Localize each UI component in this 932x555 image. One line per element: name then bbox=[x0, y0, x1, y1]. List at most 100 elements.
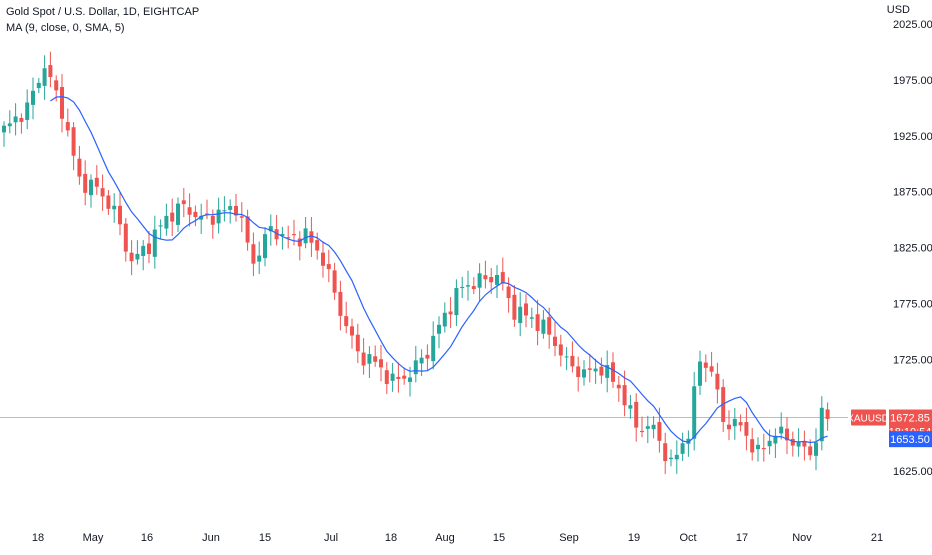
candle-body bbox=[715, 373, 720, 390]
candle-body bbox=[71, 127, 76, 156]
candle-body bbox=[622, 385, 627, 406]
candle-body bbox=[25, 102, 30, 120]
candle-body bbox=[19, 117, 24, 122]
candle-body bbox=[367, 354, 372, 364]
candle-body bbox=[158, 225, 163, 227]
candle-body bbox=[448, 311, 453, 315]
candle-body bbox=[251, 244, 256, 264]
x-tick-label: 16 bbox=[141, 532, 153, 544]
candle-body bbox=[495, 274, 499, 285]
candle-body bbox=[373, 356, 378, 362]
candle-body bbox=[663, 443, 668, 462]
candle-body bbox=[657, 422, 662, 441]
candle-body bbox=[767, 440, 772, 447]
candle-body bbox=[164, 215, 169, 229]
candle-body bbox=[280, 233, 285, 237]
candle-body bbox=[100, 188, 105, 197]
candle-body bbox=[193, 211, 198, 217]
candle-body bbox=[558, 344, 563, 356]
x-tick-label: 15 bbox=[259, 532, 271, 544]
candle-body bbox=[524, 303, 528, 316]
ma-indicator-label[interactable]: MA (9, close, 0, SMA, 5) bbox=[6, 22, 125, 34]
candle-body bbox=[309, 231, 314, 243]
candle-body bbox=[512, 294, 517, 320]
candle-body bbox=[379, 359, 383, 368]
candle-body bbox=[570, 355, 575, 367]
candle-body bbox=[135, 253, 140, 260]
candle-body bbox=[819, 407, 824, 442]
candle-body bbox=[147, 243, 151, 255]
candle-body bbox=[611, 362, 615, 382]
symbol-badge-label: XAUUSD bbox=[847, 414, 889, 425]
y-tick-label: 1725.00 bbox=[893, 354, 932, 366]
candle-body bbox=[674, 454, 679, 460]
candle-body bbox=[535, 314, 540, 331]
candle-body bbox=[77, 158, 82, 177]
candle-body bbox=[454, 288, 459, 316]
candle-body bbox=[460, 286, 465, 288]
candle-body bbox=[396, 376, 401, 380]
candle-body bbox=[645, 426, 650, 429]
candle-body bbox=[7, 123, 12, 127]
candle-body bbox=[425, 354, 430, 359]
candle-body bbox=[541, 319, 546, 334]
candle-body bbox=[640, 430, 644, 433]
y-tick-label: 2025.00 bbox=[893, 19, 932, 31]
candle-body bbox=[274, 229, 279, 240]
candle-body bbox=[808, 446, 813, 456]
x-tick-label: Jun bbox=[202, 532, 220, 544]
currency-label: USD bbox=[886, 4, 910, 16]
candle-body bbox=[239, 216, 244, 218]
candle-body bbox=[442, 312, 447, 327]
candle-body bbox=[141, 245, 146, 256]
candle-body bbox=[553, 336, 557, 347]
candle-body bbox=[466, 285, 470, 287]
chart-title: Gold Spot / U.S. Dollar, 1D, EIGHTCAP bbox=[6, 6, 200, 18]
candle-body bbox=[245, 216, 250, 243]
candle-body bbox=[402, 375, 407, 379]
candle-body bbox=[779, 426, 784, 434]
candle-body bbox=[65, 122, 70, 131]
candle-body bbox=[205, 213, 209, 215]
candle-body bbox=[634, 401, 639, 428]
candle-body bbox=[181, 200, 186, 205]
candle-body bbox=[727, 424, 731, 430]
candle-body bbox=[500, 272, 505, 284]
x-tick-label: 18 bbox=[385, 532, 397, 544]
candle-body bbox=[669, 457, 673, 460]
x-tick-label: May bbox=[83, 532, 104, 544]
y-tick-label: 1775.00 bbox=[893, 298, 932, 310]
x-tick-label: Sep bbox=[559, 532, 579, 544]
candle-body bbox=[36, 82, 41, 89]
ma-line bbox=[50, 95, 828, 444]
candle-body bbox=[292, 234, 296, 236]
candle-body bbox=[431, 335, 436, 362]
x-tick-label: Aug bbox=[435, 532, 455, 544]
candle-body bbox=[344, 316, 349, 327]
candle-body bbox=[616, 384, 621, 389]
candle-body bbox=[825, 409, 830, 419]
candle-body bbox=[413, 360, 418, 375]
candle-body bbox=[692, 386, 697, 439]
candle-body bbox=[216, 209, 221, 224]
candle-body bbox=[390, 373, 395, 381]
candle-body bbox=[112, 205, 117, 210]
x-tick-label: 17 bbox=[736, 532, 748, 544]
candle-body bbox=[286, 237, 291, 239]
candle-body bbox=[31, 90, 35, 105]
candle-body bbox=[489, 277, 494, 283]
candle-body bbox=[651, 424, 656, 430]
candle-body bbox=[437, 324, 441, 334]
candle-body bbox=[703, 362, 708, 368]
candle-body bbox=[94, 177, 99, 187]
candle-body bbox=[350, 326, 354, 336]
candle-body bbox=[709, 366, 714, 372]
y-tick-label: 1975.00 bbox=[893, 75, 932, 87]
candle-body bbox=[738, 422, 743, 426]
candle-body bbox=[13, 116, 18, 123]
candle-body bbox=[332, 270, 337, 293]
candle-body bbox=[587, 368, 592, 370]
chart-legend: Gold Spot / U.S. Dollar, 1D, EIGHTCAP MA… bbox=[6, 4, 199, 36]
